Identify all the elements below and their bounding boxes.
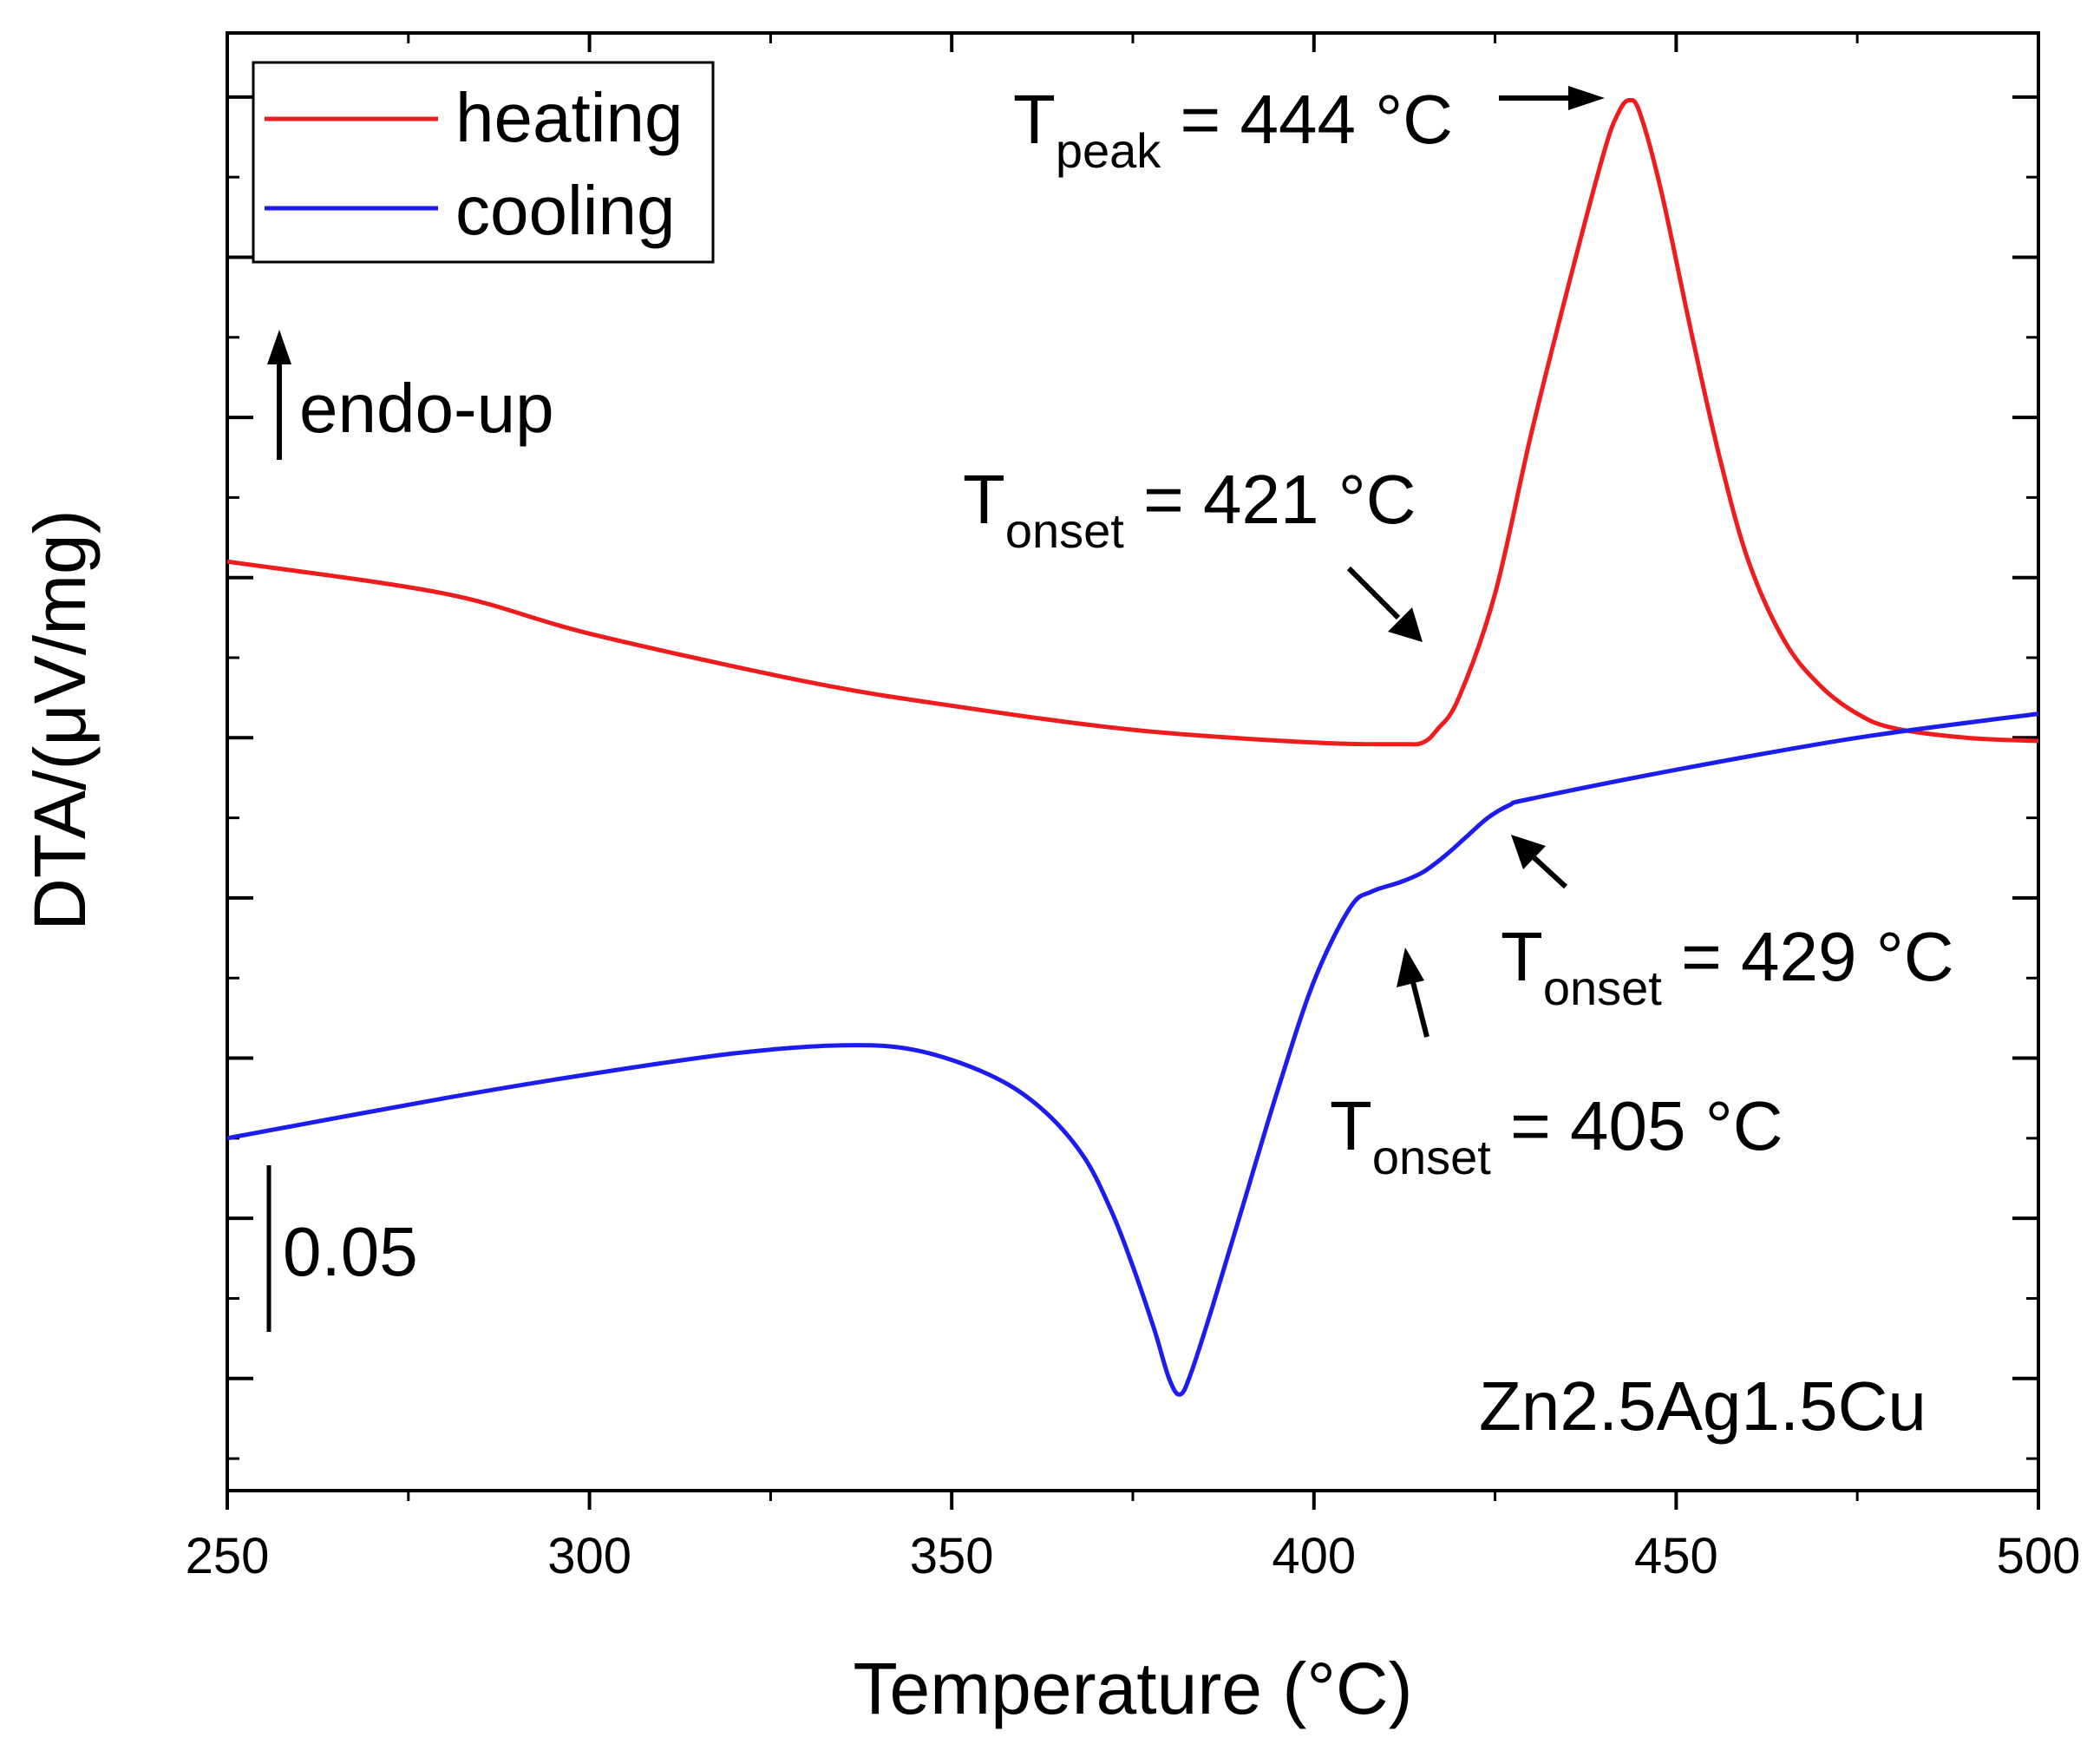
- series-line-heating: [226, 97, 2039, 747]
- endo-up-label: endo-up: [299, 370, 554, 447]
- series-line-cooling: [226, 711, 2039, 1397]
- annotation-tonset-cooling-429-rest: = 429 °C: [1662, 918, 1954, 995]
- annotation-tonset-heating-rest: = 421 °C: [1124, 461, 1416, 538]
- scale-bar-label: 0.05: [283, 1213, 418, 1290]
- x-tick-label-400: 400: [1272, 1528, 1356, 1584]
- annotation-tonset-cooling-405: Tonset = 405 °C: [1330, 1087, 1783, 1184]
- x-axis-title: Temperature (°C): [853, 1648, 1412, 1729]
- endo-up-indicator: endo-up: [267, 330, 554, 460]
- annotation-tpeak-sub: peak: [1056, 123, 1161, 178]
- annotation-tonset-cooling-429-main: T: [1501, 918, 1543, 995]
- legend-label-heating: heating: [455, 79, 683, 156]
- annotation-tonset-cooling-405-rest: = 405 °C: [1491, 1087, 1783, 1164]
- y-axis-title: DTA/(μV/mg): [19, 509, 101, 931]
- legend-box: [252, 61, 715, 264]
- sample-label: Zn2.5Ag1.5Cu: [1479, 1367, 1927, 1445]
- endo-up-arrow-head: [267, 330, 291, 364]
- annotation-tonset-heating: Tonset = 421 °C: [963, 461, 1416, 558]
- arrow-tpeak: [1499, 86, 1605, 110]
- annotation-tpeak-main: T: [1013, 81, 1056, 158]
- annotation-tonset-heating-sub: onset: [1005, 503, 1124, 558]
- legend-label-cooling: cooling: [455, 172, 676, 249]
- ticks-layer: 250 300 350 400 450 500: [186, 33, 2081, 1584]
- legend: heating cooling: [252, 61, 715, 264]
- series-layer: [226, 97, 2039, 1397]
- annotation-tpeak: Tpeak = 444 °C: [1013, 81, 1453, 178]
- arrow-tonset-cooling-429: [1511, 835, 1568, 889]
- x-tick-label-300: 300: [547, 1528, 631, 1584]
- scale-bar: 0.05: [266, 1165, 418, 1332]
- x-tick-label-250: 250: [186, 1528, 270, 1584]
- annotation-tonset-cooling-429: Tonset = 429 °C: [1501, 918, 1954, 1015]
- arrow-tonset-heating: [1346, 566, 1423, 642]
- annotation-tonset-cooling-429-sub: onset: [1543, 960, 1662, 1015]
- x-tick-label-350: 350: [910, 1528, 994, 1584]
- arrow-tonset-cooling-405: [1397, 947, 1429, 1038]
- annotation-tonset-cooling-405-sub: onset: [1372, 1130, 1491, 1184]
- annotation-tonset-heating-main: T: [963, 461, 1005, 538]
- annotation-tonset-cooling-405-main: T: [1330, 1087, 1372, 1164]
- annotation-tpeak-rest: = 444 °C: [1161, 81, 1453, 158]
- x-tick-label-500: 500: [1997, 1528, 2081, 1584]
- x-tick-label-450: 450: [1634, 1528, 1718, 1584]
